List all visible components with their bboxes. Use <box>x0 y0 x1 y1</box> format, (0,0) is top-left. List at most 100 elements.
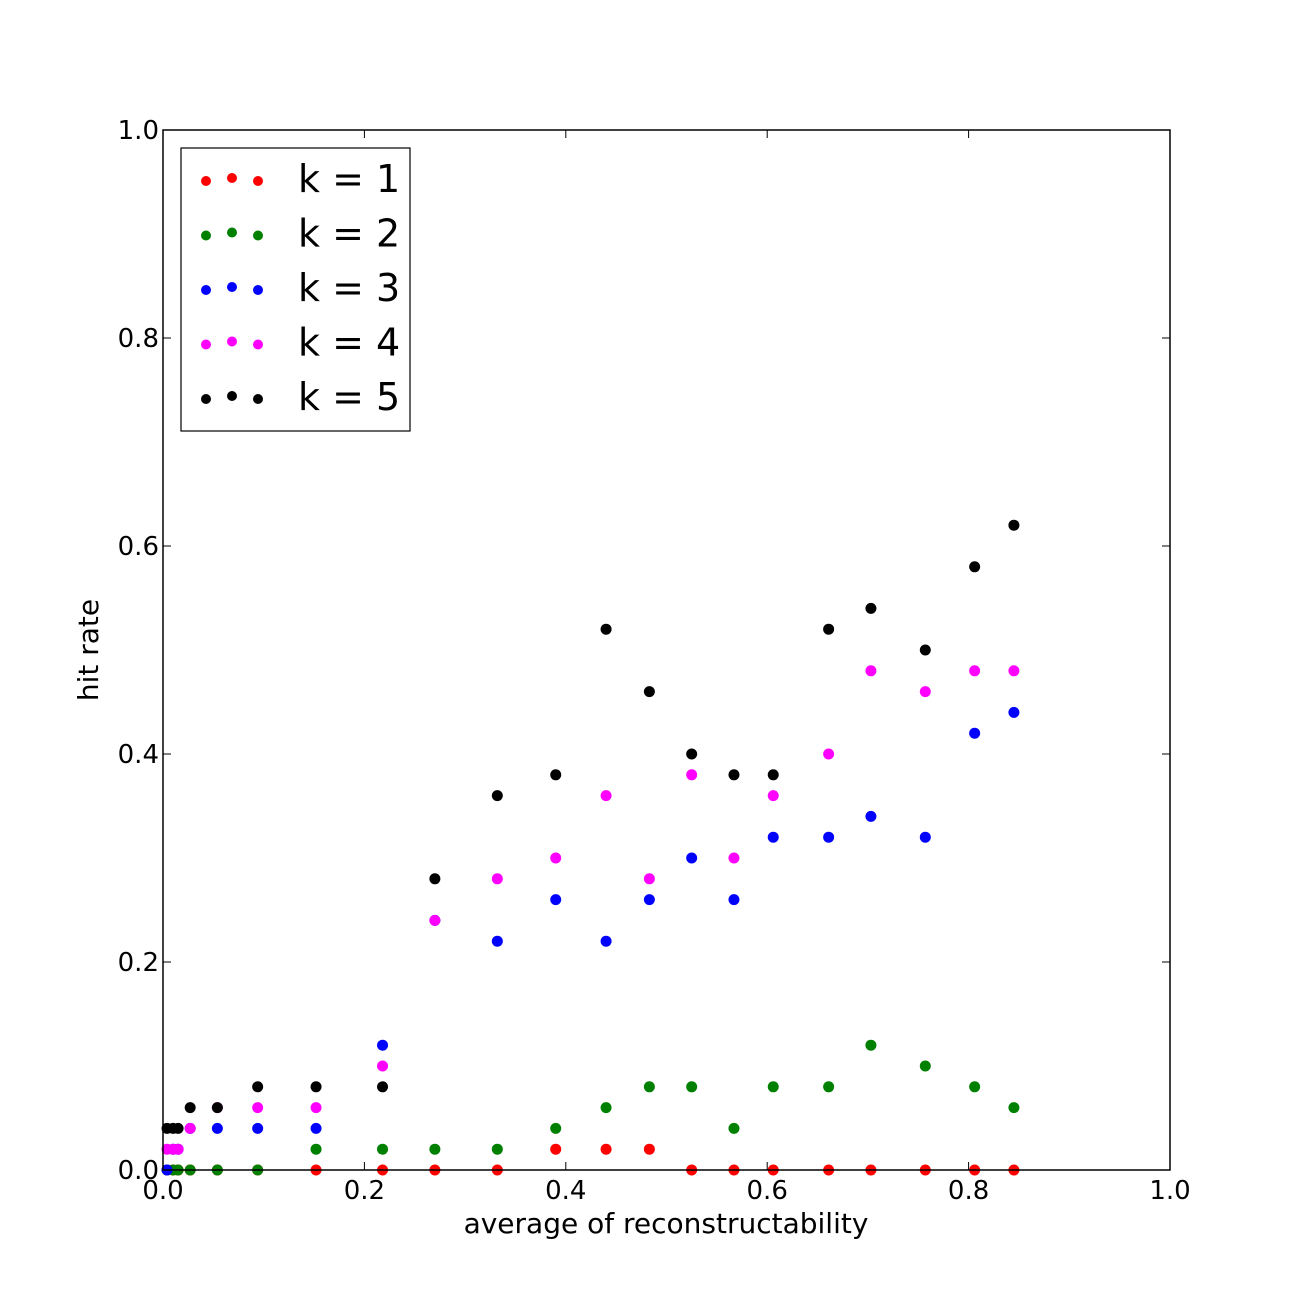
legend: k = 1 k = 2 k = 3 k = 4 k = 5 <box>180 147 411 432</box>
data-point <box>865 1039 877 1051</box>
data-point <box>310 1102 322 1114</box>
data-point <box>310 1122 322 1134</box>
data-point <box>823 1081 835 1093</box>
y-tick-label: 0.4 <box>118 740 159 770</box>
data-point <box>823 748 835 760</box>
data-point <box>252 1102 264 1114</box>
data-point <box>686 769 698 781</box>
data-point <box>491 790 503 802</box>
legend-marker <box>227 282 237 292</box>
legend-marker <box>253 394 263 404</box>
data-point <box>728 894 740 906</box>
data-point <box>728 1122 740 1134</box>
data-point <box>184 1102 196 1114</box>
data-point <box>600 1143 612 1155</box>
data-point <box>686 1081 698 1093</box>
legend-entry: k = 4 <box>201 321 400 365</box>
data-point <box>969 561 981 573</box>
data-point <box>172 1143 184 1155</box>
points-layer <box>161 519 1020 1176</box>
legend-marker <box>227 391 237 401</box>
data-point <box>252 1081 264 1093</box>
data-point <box>429 914 441 926</box>
data-point <box>919 644 931 656</box>
data-point <box>600 623 612 635</box>
legend-entry: k = 3 <box>201 266 400 310</box>
legend-entry: k = 1 <box>201 157 400 201</box>
y-axis-title: hit rate <box>72 599 105 701</box>
x-tick-label: 0.2 <box>344 1176 385 1206</box>
legend-marker <box>227 227 237 238</box>
legend-marker <box>201 176 211 186</box>
data-point <box>550 1122 562 1134</box>
legend-label: k = 5 <box>298 375 400 419</box>
y-tick-label: 0.2 <box>118 948 159 978</box>
legend-marker <box>253 339 263 350</box>
data-point <box>211 1122 223 1134</box>
data-point <box>767 790 779 802</box>
x-tick-label: 0.8 <box>948 1176 989 1206</box>
data-point <box>823 831 835 843</box>
data-point <box>211 1102 223 1114</box>
data-point <box>310 1143 322 1155</box>
y-tick-label: 1.0 <box>118 116 159 146</box>
data-point <box>377 1081 389 1093</box>
x-tick-label: 0.4 <box>545 1176 586 1206</box>
data-point <box>550 1143 562 1155</box>
data-point <box>550 852 562 864</box>
x-tick-label: 0.0 <box>142 1176 183 1206</box>
legend-marker <box>227 173 237 183</box>
y-tick-label: 0.6 <box>118 532 159 562</box>
data-point <box>550 894 562 906</box>
data-point <box>491 935 503 947</box>
y-tick-label: 0.0 <box>118 1156 159 1186</box>
data-point <box>377 1143 389 1155</box>
data-point <box>919 686 931 698</box>
data-point <box>1008 519 1020 531</box>
series-k5 <box>161 519 1020 1134</box>
data-point <box>728 769 740 781</box>
data-point <box>550 769 562 781</box>
legend-label: k = 2 <box>298 212 400 256</box>
data-point <box>491 873 503 885</box>
legend-marker <box>201 285 211 295</box>
data-point <box>377 1039 389 1051</box>
legend-label: k = 3 <box>298 266 400 310</box>
x-axis-title: average of reconstructability <box>464 1207 869 1240</box>
legend-marker <box>253 230 263 241</box>
data-point <box>865 602 877 614</box>
legend-label: k = 4 <box>298 321 400 365</box>
data-point <box>1008 665 1020 677</box>
data-point <box>1008 706 1020 718</box>
data-point <box>823 623 835 635</box>
data-point <box>865 665 877 677</box>
legend-marker <box>253 285 263 295</box>
data-point <box>969 665 981 677</box>
legend-label: k = 1 <box>298 157 400 201</box>
data-point <box>429 1143 441 1155</box>
data-point <box>1008 1102 1020 1114</box>
data-point <box>184 1122 196 1134</box>
data-point <box>252 1122 264 1134</box>
legend-box <box>180 147 411 432</box>
legend-marker <box>201 230 211 241</box>
data-point <box>969 727 981 739</box>
legend-marker <box>201 339 211 350</box>
data-point <box>377 1060 389 1072</box>
data-point <box>686 852 698 864</box>
data-point <box>429 873 441 885</box>
ticks-layer: 0.0 0.2 0.4 0.6 0.8 1.0 0.0 0.2 0.4 0.6 0.8 1.0 <box>118 116 1191 1206</box>
data-point <box>865 810 877 822</box>
legend-entry: k = 2 <box>201 212 400 256</box>
data-point <box>767 1081 779 1093</box>
x-tick-label: 0.6 <box>747 1176 788 1206</box>
data-point <box>310 1081 322 1093</box>
data-point <box>600 1102 612 1114</box>
data-point <box>643 1081 655 1093</box>
x-tick-label: 1.0 <box>1149 1176 1190 1206</box>
data-point <box>643 1143 655 1155</box>
legend-marker <box>253 176 263 186</box>
data-point <box>686 748 698 760</box>
